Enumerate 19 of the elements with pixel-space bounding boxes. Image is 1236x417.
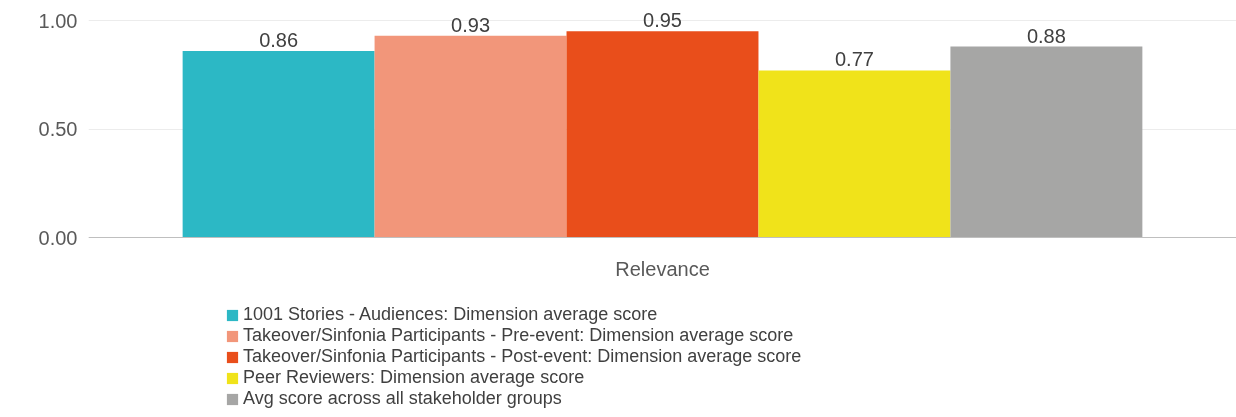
x-tick-label: Relevance	[615, 257, 710, 280]
legend-label: Peer Reviewers: Dimension average score	[243, 367, 585, 388]
data-label: 0.86	[259, 28, 299, 51]
legend-label: Takeover/Sinfonia Participants - Pre-event: Dimension average score	[243, 325, 794, 346]
data-label: 0.93	[451, 13, 491, 36]
data-label: 0.88	[1026, 24, 1066, 47]
data-label: 0.95	[643, 9, 682, 32]
bar	[950, 46, 1143, 238]
y-tick-label: 0.50	[38, 118, 78, 140]
data-label: 0.77	[834, 48, 874, 71]
y-tick-label: 0.00	[38, 226, 78, 249]
bar	[182, 50, 375, 238]
bar	[758, 70, 951, 238]
legend-label: 1001 Stories - Audiences: Dimension average score	[243, 304, 658, 325]
legend-label: Avg score across all stakeholder groups	[243, 388, 562, 409]
legend-label: Takeover/Sinfonia Participants - Post-event: Dimension average score	[243, 346, 802, 367]
y-tick-label: 1.00	[38, 9, 78, 32]
bar	[374, 35, 567, 238]
bar	[566, 31, 759, 238]
